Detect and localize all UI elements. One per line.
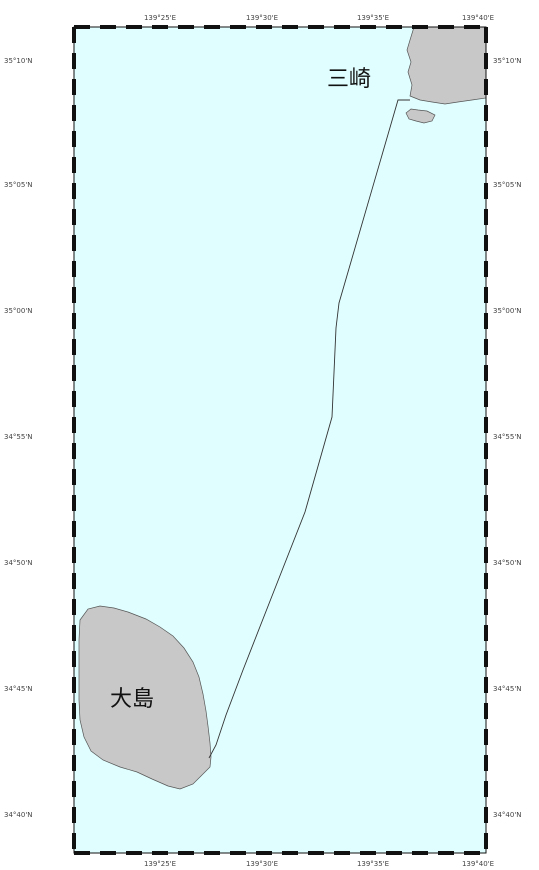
izu-oshima-land — [78, 605, 212, 790]
lat-label-left: 34°45'N — [4, 685, 32, 693]
lat-label-right: 34°40'N — [493, 811, 521, 819]
lon-label-bottom: 139°25'E — [144, 860, 176, 868]
lon-label-top: 139°30'E — [246, 14, 278, 22]
miura-peninsula-land — [406, 26, 487, 105]
lat-label-left: 35°05'N — [4, 181, 32, 189]
lon-label-bottom: 139°30'E — [246, 860, 278, 868]
lat-label-left: 35°00'N — [4, 307, 32, 315]
lat-label-right: 35°00'N — [493, 307, 521, 315]
lon-label-top: 139°40'E — [462, 14, 494, 22]
lon-label-top: 139°25'E — [144, 14, 176, 22]
lat-label-right: 35°05'N — [493, 181, 521, 189]
jogashima-island — [405, 108, 436, 124]
lat-label-left: 34°50'N — [4, 559, 32, 567]
place-label-oshima: 大島 — [110, 687, 154, 712]
lon-label-top: 139°35'E — [357, 14, 389, 22]
lon-label-bottom: 139°40'E — [462, 860, 494, 868]
lat-label-right: 34°45'N — [493, 685, 521, 693]
place-label-misaki: 三崎 — [327, 67, 371, 92]
map-frame — [72, 25, 488, 855]
lat-label-right: 34°50'N — [493, 559, 521, 567]
lon-label-bottom: 139°35'E — [357, 860, 389, 868]
lat-label-right: 35°10'N — [493, 57, 521, 65]
ferry-route-line — [208, 99, 410, 759]
lat-label-right: 34°55'N — [493, 433, 521, 441]
lat-label-left: 34°55'N — [4, 433, 32, 441]
lat-label-left: 34°40'N — [4, 811, 32, 819]
lat-label-left: 35°10'N — [4, 57, 32, 65]
